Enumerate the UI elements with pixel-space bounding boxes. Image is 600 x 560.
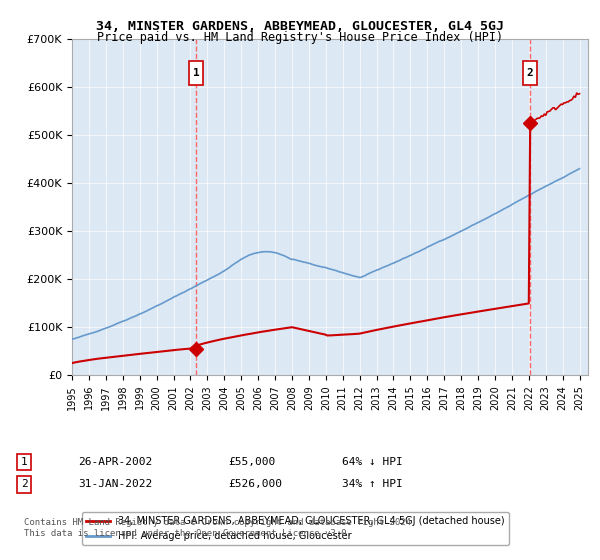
FancyBboxPatch shape bbox=[523, 61, 537, 85]
FancyBboxPatch shape bbox=[189, 61, 203, 85]
Text: £55,000: £55,000 bbox=[228, 457, 275, 467]
Legend: 34, MINSTER GARDENS, ABBEYMEAD, GLOUCESTER, GL4 5GJ (detached house), HPI: Avera: 34, MINSTER GARDENS, ABBEYMEAD, GLOUCEST… bbox=[82, 512, 509, 545]
Text: Price paid vs. HM Land Registry's House Price Index (HPI): Price paid vs. HM Land Registry's House … bbox=[97, 31, 503, 44]
Text: 26-APR-2002: 26-APR-2002 bbox=[78, 457, 152, 467]
Text: 64% ↓ HPI: 64% ↓ HPI bbox=[342, 457, 403, 467]
Text: 31-JAN-2022: 31-JAN-2022 bbox=[78, 479, 152, 489]
Text: 2: 2 bbox=[20, 479, 28, 489]
Text: 1: 1 bbox=[20, 457, 28, 467]
Text: Contains HM Land Registry data © Crown copyright and database right 2024.
This d: Contains HM Land Registry data © Crown c… bbox=[24, 518, 416, 538]
Text: 34% ↑ HPI: 34% ↑ HPI bbox=[342, 479, 403, 489]
Text: 1: 1 bbox=[193, 68, 199, 78]
Text: £526,000: £526,000 bbox=[228, 479, 282, 489]
Text: 2: 2 bbox=[527, 68, 533, 78]
Text: 34, MINSTER GARDENS, ABBEYMEAD, GLOUCESTER, GL4 5GJ: 34, MINSTER GARDENS, ABBEYMEAD, GLOUCEST… bbox=[96, 20, 504, 32]
